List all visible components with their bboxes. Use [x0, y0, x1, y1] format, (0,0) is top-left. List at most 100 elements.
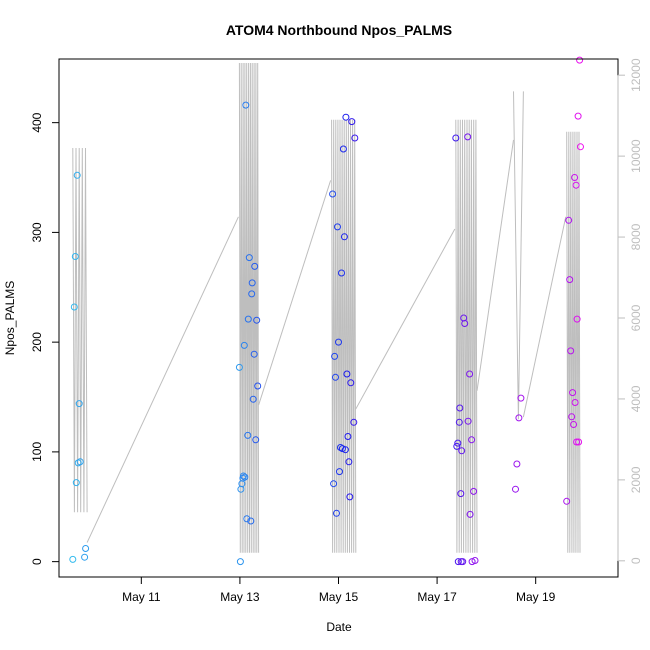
- y-tick-label: 300: [30, 222, 44, 242]
- data-point: [248, 290, 256, 298]
- overlay-line-link-3: [355, 228, 456, 410]
- data-point: [468, 436, 476, 444]
- y2-tick-label: 6000: [629, 304, 643, 331]
- data-point: [466, 510, 474, 518]
- y2-tick-label: 10000: [629, 139, 643, 173]
- y-tick-label: 200: [30, 332, 44, 352]
- chart-title: ATOM4 Northbound Npos_PALMS: [226, 22, 452, 38]
- overlay-line-layer: [72, 62, 581, 553]
- y-tick-label: 100: [30, 442, 44, 462]
- data-point: [249, 395, 257, 403]
- data-point: [334, 223, 341, 231]
- overlay-line-cluster-3: [331, 119, 357, 553]
- data-point: [240, 341, 248, 349]
- data-point: [336, 468, 343, 476]
- overlay-line-link-4: [476, 139, 514, 391]
- x-tick-label: May 19: [516, 590, 556, 604]
- data-point: [347, 379, 355, 387]
- data-point: [452, 134, 460, 142]
- data-point: [71, 253, 79, 260]
- y-axis: 0 100 200 300 400: [30, 112, 60, 565]
- data-point: [338, 445, 346, 453]
- data-point: [333, 509, 340, 517]
- x-axis: May 11 May 13 May 15 May 17 May 19: [122, 576, 556, 604]
- data-point: [252, 436, 260, 444]
- data-point: [72, 479, 80, 487]
- data-point: [573, 315, 581, 323]
- data-point: [351, 134, 359, 142]
- data-point: [239, 472, 247, 480]
- y-axis-label: Npos_PALMS: [3, 281, 17, 355]
- data-point: [75, 400, 83, 408]
- data-point: [461, 320, 469, 327]
- data-point: [577, 143, 584, 151]
- data-point: [338, 269, 345, 277]
- data-point: [571, 399, 579, 406]
- data-point: [575, 438, 583, 446]
- y-tick-label: 0: [30, 558, 44, 565]
- overlay-line-cluster-1: [72, 147, 88, 513]
- data-point: [572, 181, 580, 189]
- data-point: [241, 473, 249, 481]
- data-point: [82, 545, 90, 552]
- x-axis-label: Date: [326, 620, 352, 634]
- data-point: [517, 394, 525, 402]
- data-point: [81, 553, 89, 561]
- overlay-line-cluster-6: [566, 131, 581, 553]
- data-point: [253, 316, 261, 324]
- data-point: [458, 447, 466, 455]
- data-point: [236, 558, 244, 566]
- data-point: [464, 133, 472, 141]
- data-point: [457, 490, 465, 498]
- data-point: [567, 347, 575, 355]
- data-point: [571, 174, 579, 181]
- data-point: [242, 101, 250, 109]
- x-tick-label: May 11: [122, 590, 161, 604]
- overlay-line-cluster-4: [455, 119, 478, 553]
- data-point: [453, 442, 461, 450]
- data-point: [513, 460, 521, 468]
- overlay-line-cluster-5: [513, 91, 524, 420]
- y2-tick-label: 2000: [629, 466, 643, 493]
- data-point: [340, 233, 348, 241]
- overlay-line-link-2: [258, 180, 332, 406]
- data-point: [245, 254, 253, 262]
- data-point: [235, 363, 243, 371]
- data-point: [339, 145, 347, 153]
- x-tick-label: May 15: [319, 590, 359, 604]
- data-point: [459, 558, 467, 566]
- data-point: [454, 439, 462, 447]
- data-point: [464, 417, 472, 425]
- data-point: [348, 118, 356, 126]
- y2-tick-label: 0: [629, 557, 643, 564]
- data-point: [350, 418, 358, 426]
- data-point: [243, 515, 251, 523]
- data-point: [512, 485, 519, 493]
- overlay-line-link-5: [522, 216, 567, 418]
- data-point: [244, 315, 252, 323]
- points-layer: [69, 56, 584, 566]
- x-tick-label: May 17: [417, 590, 457, 604]
- data-point: [331, 352, 339, 360]
- data-point: [515, 414, 523, 422]
- y2-tick-label: 4000: [629, 385, 643, 412]
- y-axis-right: 0 2000 4000 6000 8000 10000 12000: [617, 58, 643, 564]
- data-point: [76, 458, 84, 466]
- data-point: [251, 262, 259, 270]
- y-tick-label: 400: [30, 112, 44, 132]
- data-point: [244, 431, 252, 439]
- overlay-line-cluster-2: [238, 62, 260, 553]
- x-tick-label: May 13: [220, 590, 260, 604]
- data-point: [247, 517, 255, 525]
- data-point: [330, 480, 338, 488]
- data-point: [342, 113, 350, 121]
- data-point: [346, 493, 354, 501]
- data-point: [248, 279, 256, 287]
- data-point: [576, 56, 584, 64]
- data-point: [466, 370, 474, 378]
- data-point: [341, 446, 349, 454]
- y2-tick-label: 12000: [629, 58, 643, 92]
- data-point: [470, 487, 478, 495]
- data-point: [69, 555, 77, 563]
- data-point: [570, 421, 578, 428]
